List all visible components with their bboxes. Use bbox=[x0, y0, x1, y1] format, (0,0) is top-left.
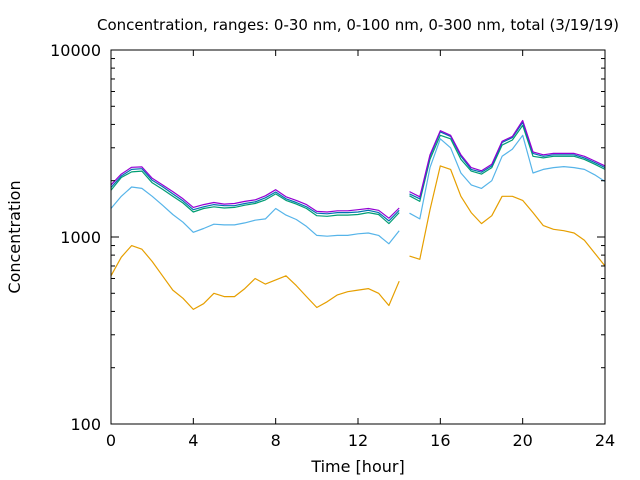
plot-frame bbox=[110, 49, 606, 425]
x-tick-label: 0 bbox=[106, 431, 116, 450]
x-tick-label: 24 bbox=[595, 431, 615, 450]
y-tick-label: 1000 bbox=[60, 228, 101, 247]
y-axis-title: Concentration bbox=[5, 180, 24, 293]
y-tick-label: 100 bbox=[70, 415, 101, 434]
series-line-2 bbox=[110, 134, 606, 245]
series-line-1 bbox=[110, 165, 606, 310]
ticks-layer: 0 4 8 12 16 20 24 100 1000 10000 bbox=[50, 41, 615, 450]
series-line-4 bbox=[110, 121, 606, 222]
chart-title: Concentration, ranges: 0-30 nm, 0-100 nm… bbox=[97, 16, 619, 34]
x-tick-label: 8 bbox=[271, 431, 281, 450]
series-line-5 bbox=[110, 119, 606, 219]
series-line-3 bbox=[110, 124, 606, 225]
x-tick-label: 4 bbox=[188, 431, 198, 450]
y-tick-label: 10000 bbox=[50, 41, 101, 60]
x-tick-label: 12 bbox=[348, 431, 368, 450]
x-tick-label: 16 bbox=[430, 431, 450, 450]
x-tick-label: 20 bbox=[512, 431, 532, 450]
x-axis-title: Time [hour] bbox=[310, 457, 404, 476]
series-layer bbox=[110, 119, 606, 310]
